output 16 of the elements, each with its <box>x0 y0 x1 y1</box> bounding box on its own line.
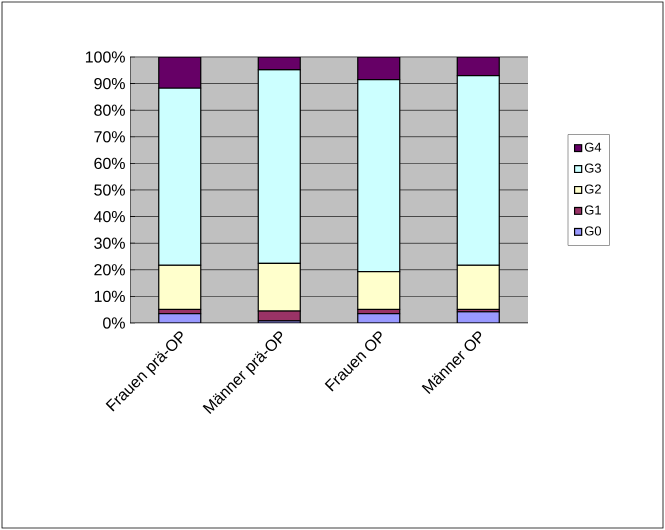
legend-label: G3 <box>584 164 601 173</box>
y-tick-label: 80% <box>94 104 125 116</box>
legend-label: G4 <box>584 142 602 152</box>
y-tick-label: 90% <box>94 78 125 90</box>
y-tick-label: 100% <box>86 51 125 63</box>
y-tick-label: 70% <box>94 131 125 142</box>
legend-label: G2 <box>584 184 601 194</box>
legend-label: G1 <box>584 205 601 215</box>
y-tick-label: 60% <box>94 158 125 170</box>
y-tick-label: 50% <box>94 184 125 196</box>
y-tick-label: 20% <box>94 264 125 276</box>
legend-label: G0 <box>584 226 602 236</box>
y-tick-label: 40% <box>94 210 125 222</box>
y-tick-label: 0% <box>103 317 125 329</box>
y-tick-label: 30% <box>94 238 125 249</box>
y-tick-label: 10% <box>94 290 125 302</box>
